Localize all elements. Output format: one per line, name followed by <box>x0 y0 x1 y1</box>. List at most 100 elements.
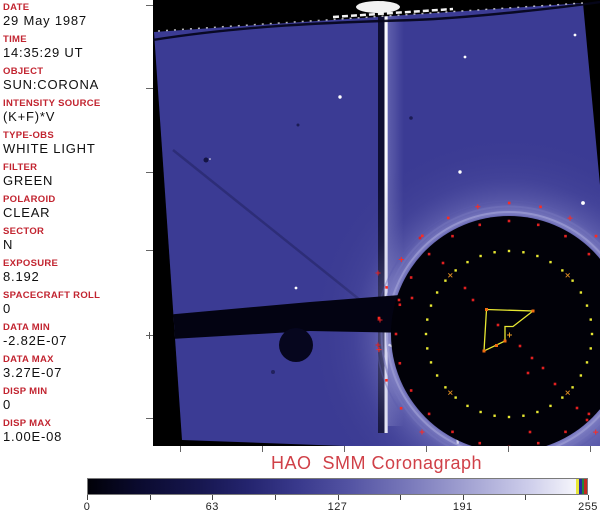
bottom-tick <box>180 446 181 452</box>
left-tick <box>146 250 153 251</box>
marker-square <box>529 431 532 434</box>
marker-square <box>428 253 431 256</box>
marker-square <box>466 261 468 263</box>
marker-square <box>586 419 589 422</box>
marker-square <box>399 303 402 306</box>
marker-square <box>447 217 450 220</box>
marker-square <box>430 361 432 363</box>
marker-square <box>451 235 454 238</box>
colorbar-tick <box>338 495 339 500</box>
field-label: OBJECT <box>3 66 153 77</box>
colorbar-tick <box>212 495 213 500</box>
field-label: SECTOR <box>3 226 153 237</box>
bottom-tick <box>508 446 509 452</box>
marker-square <box>426 347 428 349</box>
image-title: HAO SMM Coronagraph <box>153 453 600 474</box>
occulter-blob <box>279 328 313 362</box>
marker-square <box>580 374 582 376</box>
marker-square <box>522 251 524 253</box>
marker-square <box>483 350 486 353</box>
field-value: 3.27E-07 <box>3 365 153 381</box>
marker-square <box>436 291 438 293</box>
marker-square <box>430 304 432 306</box>
field-label: FILTER <box>3 162 153 173</box>
marker-square <box>410 276 413 279</box>
marker-square <box>508 416 510 418</box>
bottom-tick <box>426 446 427 452</box>
left-tick-plus <box>149 332 150 339</box>
marker-square <box>472 299 475 302</box>
field-label: DATE <box>3 2 153 13</box>
marker-square <box>425 333 427 335</box>
marker-square <box>399 362 402 365</box>
marker-square <box>411 297 414 300</box>
marker-square <box>536 255 538 257</box>
marker-square <box>576 407 579 410</box>
colorbar-overlay-stripes <box>576 479 587 494</box>
marker-square <box>561 396 563 398</box>
marker-square <box>444 279 446 281</box>
marker-square <box>478 442 481 445</box>
marker-square <box>554 383 557 386</box>
marker-square <box>493 251 495 253</box>
marker-square <box>454 396 456 398</box>
marker-square <box>542 367 545 370</box>
field-label: SPACECRAFT ROLL <box>3 290 153 301</box>
marker-square <box>508 220 511 223</box>
field-value: SUN:CORONA <box>3 77 153 93</box>
marker-square <box>588 253 591 256</box>
marker-square <box>571 279 573 281</box>
colorbar-tick <box>463 495 464 500</box>
colorbar-tick-label: 0 <box>84 501 91 513</box>
field-label: DISP MAX <box>3 418 153 429</box>
marker-square <box>537 442 540 445</box>
marker-square <box>493 415 495 417</box>
colorbar-tick <box>400 495 401 500</box>
marker-square <box>419 237 422 240</box>
marker-square <box>497 324 500 327</box>
marker-square <box>564 431 567 434</box>
marker-square <box>385 379 388 382</box>
field-value: 0 <box>3 301 153 317</box>
colorbar-tick <box>525 495 526 500</box>
field-label: POLAROID <box>3 194 153 205</box>
marker-square <box>466 405 468 407</box>
colorbar-tick-label: 255 <box>578 501 598 513</box>
marker-square <box>444 386 446 388</box>
field-value: 0 <box>3 397 153 413</box>
marker-square <box>564 235 567 238</box>
colorbar-tick <box>275 495 276 500</box>
marker-square <box>595 235 598 238</box>
coronagraph-svg <box>153 0 600 446</box>
marker-square <box>400 407 403 410</box>
marker-square <box>436 374 438 376</box>
marker-square <box>591 333 593 335</box>
marker-square <box>454 269 456 271</box>
coronagraph-image[interactable] <box>153 0 600 446</box>
field-value: -2.82E-07 <box>3 333 153 349</box>
field-value: CLEAR <box>3 205 153 221</box>
colorbar-tick <box>150 495 151 500</box>
marker-square <box>590 318 592 320</box>
marker-square <box>549 405 551 407</box>
marker-square <box>426 318 428 320</box>
marker-square <box>527 372 530 375</box>
marker-square <box>536 411 538 413</box>
field-label: EXPOSURE <box>3 258 153 269</box>
marker-square <box>385 286 388 289</box>
field-value: 14:35:29 UT <box>3 45 153 61</box>
marker-square <box>586 304 588 306</box>
marker-square <box>519 345 522 348</box>
field-value: 8.192 <box>3 269 153 285</box>
field-label: TIME <box>3 34 153 45</box>
marker-square <box>531 357 534 360</box>
marker-square <box>588 413 591 416</box>
field-label: DISP MIN <box>3 386 153 397</box>
